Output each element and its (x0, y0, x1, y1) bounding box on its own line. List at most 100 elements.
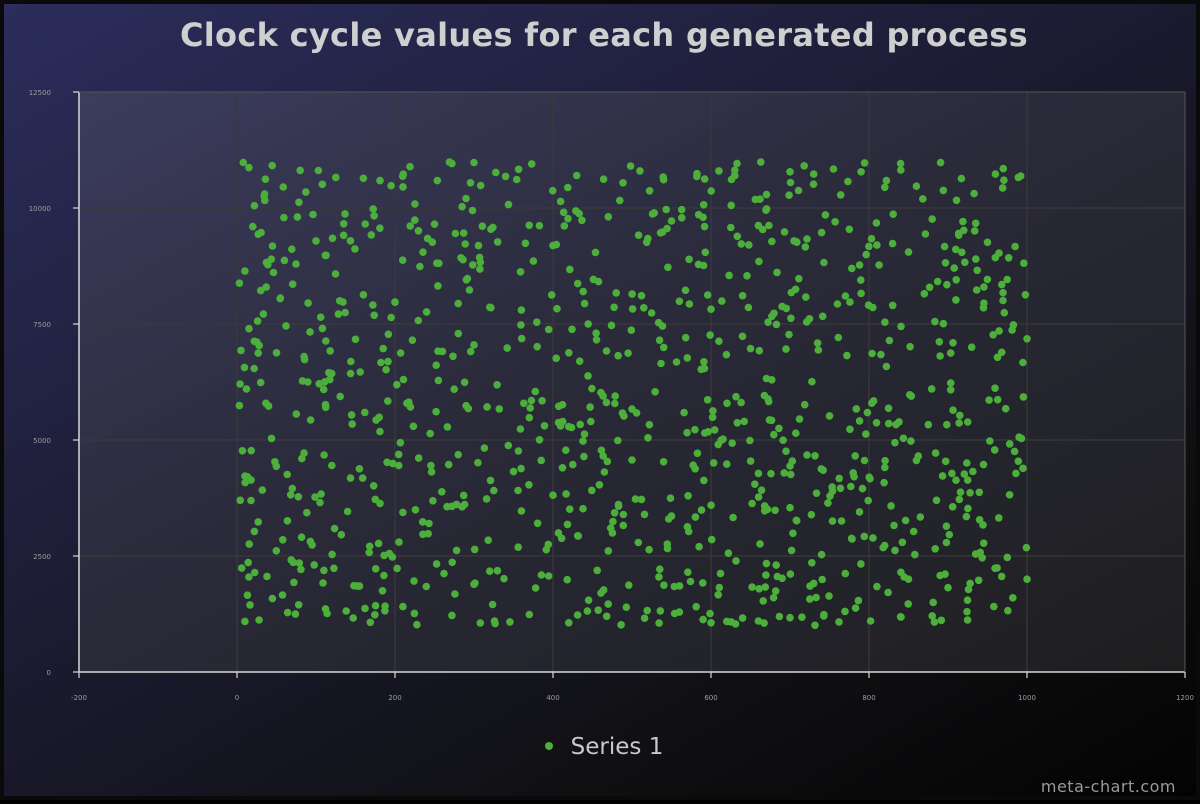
data-point-0-263 (640, 614, 649, 622)
data-point-fill-0-1 (733, 159, 741, 168)
data-point-fill-0-457 (978, 554, 986, 562)
data-point-fill-0-92 (460, 378, 469, 387)
data-point-fill-0-547 (929, 598, 937, 607)
data-point-fill-0-396 (771, 506, 779, 515)
data-point-0-0 (235, 279, 244, 288)
data-point-0-261 (565, 619, 573, 627)
data-point-fill-0-442 (378, 587, 387, 595)
data-point-fill-0-226 (366, 618, 375, 627)
data-point-0-143 (956, 411, 964, 420)
data-point-fill-0-171 (963, 418, 972, 426)
data-point-fill-0-637 (330, 524, 339, 533)
data-point-fill-0-127 (846, 298, 854, 306)
x-tick-label-4: 600 (704, 694, 717, 702)
data-point-0-49 (604, 213, 613, 221)
data-point-fill-0-202 (961, 258, 969, 267)
data-point-fill-0-668 (727, 175, 736, 184)
data-point-fill-0-555 (614, 436, 622, 445)
data-point-fill-0-172 (731, 166, 739, 174)
data-point-fill-0-58 (793, 238, 801, 246)
watermark-link[interactable]: meta-chart.com (1040, 777, 1176, 796)
data-point-fill-0-405 (899, 434, 908, 443)
data-point-0-266 (707, 619, 715, 627)
data-point-0-140 (863, 408, 872, 417)
data-point-fill-0-534 (609, 517, 617, 526)
data-point-fill-0-351 (622, 603, 631, 611)
data-point-fill-0-229 (990, 446, 999, 454)
x-tick-label-6: 1000 (1018, 694, 1036, 702)
data-point-0-274 (963, 607, 971, 616)
data-point-fill-0-348 (773, 268, 781, 277)
data-point-0-100 (470, 341, 478, 349)
data-point-fill-0-553 (993, 353, 1002, 362)
data-point-fill-0-483 (733, 419, 742, 427)
data-point-0-214 (695, 542, 703, 551)
data-point-fill-0-393 (300, 355, 309, 364)
data-point-fill-0-654 (998, 280, 1006, 289)
data-point-fill-0-661 (762, 571, 770, 579)
data-point-fill-0-194 (247, 496, 255, 505)
data-point-fill-0-563 (952, 245, 960, 254)
data-point-fill-0-418 (371, 601, 380, 610)
data-point-fill-0-240 (865, 242, 873, 251)
data-point-0-10 (376, 176, 384, 185)
data-point-fill-0-191 (881, 318, 889, 327)
data-point-fill-0-330 (933, 277, 942, 286)
data-point-fill-0-498 (399, 183, 407, 191)
data-point-0-78 (640, 304, 648, 312)
data-point-fill-0-306 (728, 439, 736, 448)
data-point-fill-0-707 (745, 241, 753, 249)
data-point-0-182 (517, 507, 526, 515)
data-point-fill-0-150 (1000, 308, 1009, 317)
data-point-fill-0-580 (958, 248, 966, 257)
x-tick-label-5: 800 (862, 694, 875, 702)
data-point-fill-0-672 (328, 234, 337, 243)
data-point-fill-0-51 (302, 188, 310, 196)
data-point-fill-0-101 (576, 420, 584, 429)
data-point-fill-0-675 (559, 208, 568, 217)
data-point-fill-0-573 (983, 275, 992, 284)
data-point-fill-0-48 (384, 357, 392, 366)
data-point-fill-0-415 (533, 318, 541, 327)
data-point-fill-0-323 (318, 324, 327, 333)
data-point-0-63 (1011, 242, 1019, 251)
data-point-fill-0-531 (663, 224, 671, 233)
data-point-0-114 (906, 342, 914, 351)
data-point-0-18 (599, 175, 608, 183)
y-tick-label-3: 7500 (33, 321, 51, 329)
data-point-fill-0-585 (488, 600, 497, 609)
data-point-fill-0-149 (554, 402, 563, 411)
data-point-fill-0-259 (952, 476, 960, 485)
data-point-fill-0-138 (627, 326, 636, 335)
data-point-fill-0-704 (945, 530, 954, 539)
data-point-fill-0-474 (321, 605, 330, 613)
data-point-fill-0-564 (767, 469, 775, 478)
data-point-0-249 (966, 579, 974, 588)
data-point-fill-0-655 (1003, 275, 1011, 284)
data-point-0-253 (255, 616, 263, 624)
data-point-fill-0-238 (583, 607, 592, 615)
data-point-0-178 (399, 508, 407, 517)
data-point-fill-0-446 (246, 601, 254, 609)
data-point-0-45 (493, 238, 502, 246)
data-point-fill-0-401 (291, 610, 300, 618)
data-point-fill-0-76 (611, 399, 619, 408)
data-point-0-25 (786, 168, 794, 176)
data-point-fill-0-80 (310, 561, 319, 569)
data-point-0-157 (569, 460, 577, 469)
data-point-fill-0-583 (980, 299, 988, 308)
data-point-fill-0-25 (779, 436, 787, 445)
data-point-fill-0-235 (835, 474, 843, 483)
data-point-fill-0-639 (384, 397, 392, 405)
data-point-fill-0-427 (775, 612, 784, 621)
data-point-fill-0-244 (238, 447, 247, 455)
data-point-fill-0-388 (656, 565, 664, 573)
data-point-fill-0-255 (564, 214, 572, 223)
data-point-fill-0-160 (1004, 254, 1013, 262)
data-point-fill-0-622 (890, 521, 898, 530)
data-point-fill-0-82 (841, 292, 850, 300)
data-point-fill-0-702 (884, 419, 893, 428)
data-point-fill-0-142 (485, 567, 494, 575)
data-point-fill-0-571 (256, 378, 265, 387)
data-point-fill-0-221 (703, 291, 712, 299)
